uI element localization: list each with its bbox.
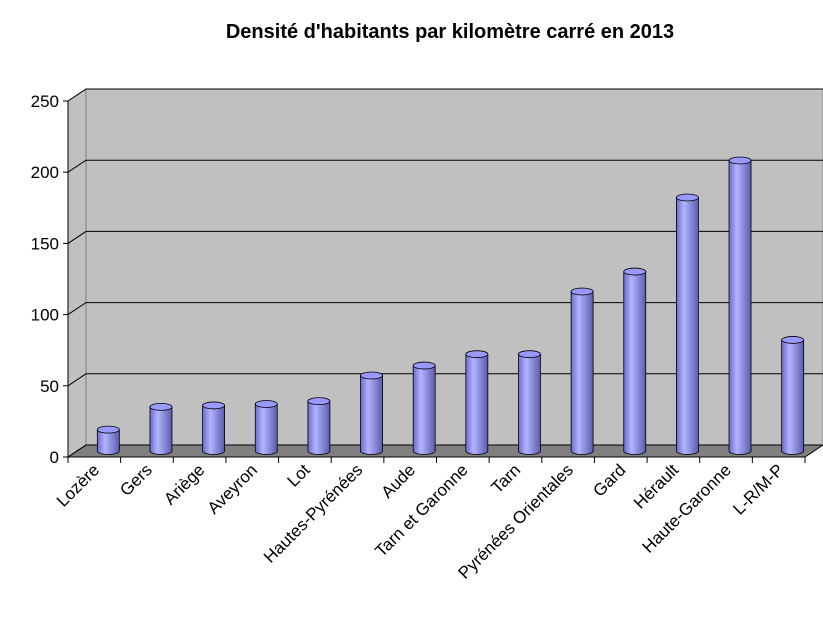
bar-top: [412, 361, 436, 370]
bar: [728, 156, 752, 455]
y-tick-label: 200: [31, 163, 59, 182]
x-tick-label: Hérault: [630, 460, 682, 512]
grid-line: [67, 230, 823, 244]
bar-body: [254, 403, 278, 455]
bar: [412, 361, 436, 455]
bar: [675, 193, 699, 455]
grid-line: [67, 88, 823, 102]
grid-line: [67, 159, 823, 173]
x-tick-label: Aude: [377, 460, 419, 502]
bar-body: [570, 291, 594, 455]
y-tick-label: 250: [31, 92, 59, 111]
y-tick-label: 50: [40, 377, 59, 396]
bar-body: [412, 365, 436, 455]
bar: [149, 402, 173, 455]
bar-top: [570, 287, 594, 296]
bar-top: [781, 336, 805, 344]
y-tick-label: 150: [31, 234, 59, 253]
bar-body: [623, 271, 647, 455]
y-tick-label: 100: [31, 306, 59, 325]
side-wall: [67, 88, 87, 458]
bar: [518, 350, 541, 455]
bar-body: [202, 405, 226, 455]
x-tick-label: L-R/M-P: [729, 460, 787, 518]
x-tick-label: Gard: [589, 460, 629, 500]
bar: [623, 267, 647, 455]
bar: [465, 350, 489, 455]
bar-body: [518, 353, 541, 455]
bar-top: [623, 267, 647, 276]
chart-title: Densité d'habitants par kilomètre carré …: [226, 21, 674, 43]
x-tick-label: Aveyron: [204, 460, 261, 517]
bar-body: [96, 429, 120, 455]
bar-body: [149, 406, 173, 455]
y-tick-label: 0: [50, 448, 59, 467]
bar: [781, 336, 805, 455]
x-tick-label: Lozère: [53, 460, 103, 510]
x-tick-label: Tarn et Garonne: [371, 460, 471, 560]
bar: [307, 397, 331, 455]
bar: [202, 401, 226, 455]
bar-top: [465, 350, 489, 359]
x-tick-label: Lot: [284, 460, 314, 490]
bar-top: [202, 401, 226, 410]
back-wall: [85, 88, 823, 446]
x-tick-label: Gers: [116, 460, 155, 499]
bar-body: [360, 375, 383, 455]
bar-body: [465, 353, 489, 455]
bar: [360, 371, 383, 455]
bar-top: [675, 193, 699, 202]
bar-body: [728, 160, 752, 455]
bar-top: [518, 350, 541, 359]
bar-top: [254, 400, 278, 408]
x-tick-label: Ariège: [160, 460, 208, 508]
bar-top: [728, 156, 752, 165]
bar: [254, 400, 278, 455]
bar-top: [360, 371, 383, 380]
bar-body: [781, 339, 805, 455]
bar-top: [307, 397, 331, 406]
bar: [96, 425, 120, 455]
bar-body: [307, 400, 331, 455]
x-tick-label: Tarn: [487, 460, 524, 497]
bar-top: [149, 402, 173, 411]
floor: [66, 444, 823, 458]
bar: [570, 287, 594, 455]
x-tick-label: Hautes-Pyrénées: [260, 460, 366, 566]
bar-top: [96, 425, 120, 434]
bar-body: [675, 197, 699, 455]
